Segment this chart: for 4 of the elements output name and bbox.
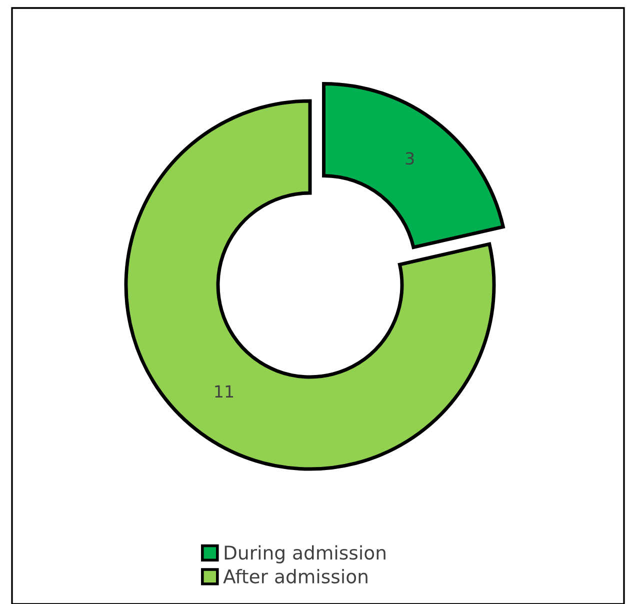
- data-label: 3: [406, 152, 414, 165]
- legend-label: During admission: [224, 545, 386, 564]
- legend-label: After admission: [223, 568, 368, 584]
- data-label: 11: [215, 385, 234, 398]
